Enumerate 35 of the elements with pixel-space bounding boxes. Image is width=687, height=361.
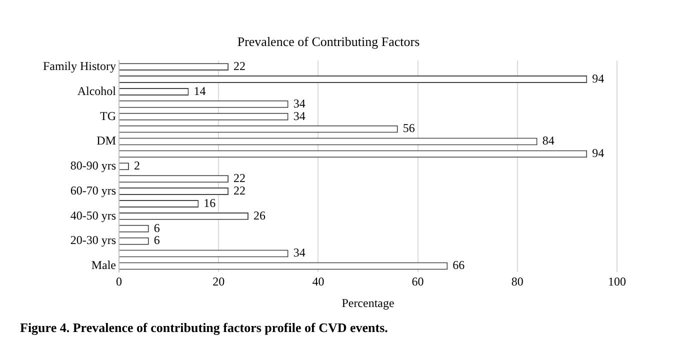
- y-tick-label: 20-30 yrs: [70, 233, 116, 248]
- data-label: 22: [234, 183, 246, 198]
- y-tick-label: 80-90 yrs: [70, 158, 116, 173]
- data-label: 66: [452, 258, 465, 272]
- data-label: 84: [542, 134, 554, 148]
- data-label: 34: [293, 96, 306, 110]
- y-tick-label: 60-70 yrs: [70, 183, 116, 198]
- data-label: 22: [234, 58, 246, 73]
- data-label: 6: [154, 220, 160, 235]
- data-label: 16: [204, 196, 216, 210]
- y-tick-label: 40-50 yrs: [70, 208, 116, 222]
- y-tick-label: TG: [100, 108, 116, 123]
- x-tick-label: 80: [511, 274, 524, 289]
- data-label: 56: [402, 121, 415, 136]
- chart-title: Prevalence of Contributing Factors: [237, 34, 420, 50]
- x-tick-label: 40: [312, 274, 324, 289]
- caption: Figure 4. Prevalence of contributing factors profile of CVD events.: [20, 320, 388, 336]
- data-label: 94: [592, 146, 604, 160]
- y-tick-label: Family History: [42, 58, 116, 73]
- data-label: 14: [194, 84, 206, 98]
- data-label: 22: [234, 171, 246, 186]
- data-label: 94: [592, 71, 604, 86]
- data-label: 2: [134, 158, 140, 173]
- data-label: 34: [293, 108, 306, 123]
- x-tick-label: 100: [608, 274, 626, 289]
- y-tick-label: Male: [91, 258, 116, 272]
- data-label: 26: [253, 208, 266, 222]
- x-axis-title: Percentage: [342, 296, 394, 310]
- y-tick-label: Alcohol: [77, 84, 117, 98]
- x-tick-label: 20: [212, 274, 225, 289]
- x-tick-label: 60: [412, 274, 424, 289]
- y-tick-label: DM: [96, 134, 116, 148]
- data-label: 6: [154, 233, 160, 248]
- data-label: 34: [293, 246, 306, 260]
- x-tick-label: 0: [116, 274, 122, 289]
